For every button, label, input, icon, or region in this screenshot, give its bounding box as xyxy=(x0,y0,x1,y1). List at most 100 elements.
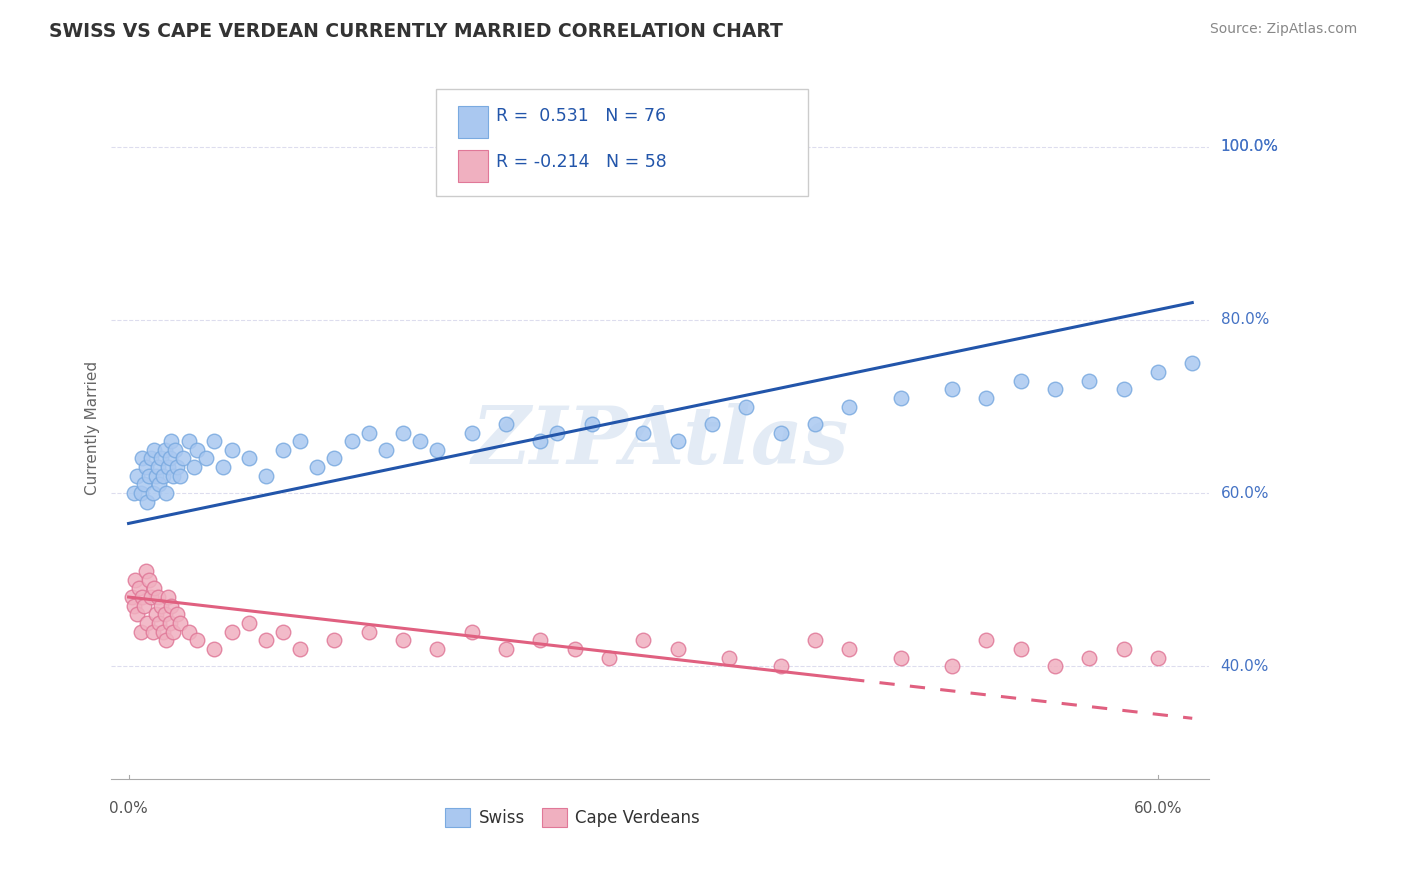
Point xyxy=(271,624,294,639)
Point xyxy=(718,650,741,665)
Point xyxy=(155,633,177,648)
Point xyxy=(633,425,655,440)
Point xyxy=(122,599,145,613)
Text: 0.0%: 0.0% xyxy=(110,800,148,815)
Point xyxy=(1319,313,1341,327)
Point xyxy=(495,642,517,657)
Point xyxy=(735,400,758,414)
Point xyxy=(1147,365,1170,379)
Point xyxy=(1112,642,1135,657)
Point xyxy=(238,615,260,630)
Point xyxy=(202,642,225,657)
Point xyxy=(769,425,792,440)
Point xyxy=(177,624,200,639)
Point xyxy=(186,633,208,648)
Point xyxy=(157,590,180,604)
Point xyxy=(152,468,174,483)
Point xyxy=(976,391,998,405)
Text: 60.0%: 60.0% xyxy=(1220,485,1270,500)
Point xyxy=(426,642,449,657)
Point xyxy=(129,624,152,639)
Point xyxy=(177,434,200,449)
Point xyxy=(323,633,346,648)
Point xyxy=(127,468,149,483)
Point xyxy=(132,599,155,613)
Point xyxy=(1078,650,1101,665)
Point xyxy=(221,624,243,639)
Point xyxy=(135,564,157,578)
Point xyxy=(146,590,169,604)
Point xyxy=(139,590,162,604)
Point xyxy=(129,486,152,500)
Point xyxy=(941,382,963,396)
Point xyxy=(127,607,149,622)
Point xyxy=(143,582,166,596)
Point xyxy=(139,451,162,466)
Point xyxy=(288,642,311,657)
Point xyxy=(135,460,157,475)
Point xyxy=(145,607,167,622)
Point xyxy=(1010,642,1032,657)
Text: 40.0%: 40.0% xyxy=(1220,659,1268,673)
Point xyxy=(153,607,176,622)
Point xyxy=(172,451,194,466)
Point xyxy=(1147,650,1170,665)
Point xyxy=(598,650,620,665)
Point xyxy=(1250,347,1272,361)
Text: R = -0.214   N = 58: R = -0.214 N = 58 xyxy=(496,153,666,171)
Point xyxy=(529,633,551,648)
Y-axis label: Currently Married: Currently Married xyxy=(86,361,100,495)
Point xyxy=(374,442,396,457)
Text: 80.0%: 80.0% xyxy=(1220,312,1268,327)
Point xyxy=(212,460,235,475)
Point xyxy=(169,468,191,483)
Point xyxy=(254,633,277,648)
Point xyxy=(143,442,166,457)
Point xyxy=(340,434,363,449)
Point xyxy=(769,659,792,673)
Point xyxy=(138,468,160,483)
Point xyxy=(666,434,689,449)
Point xyxy=(122,486,145,500)
Point xyxy=(138,573,160,587)
Point xyxy=(166,460,188,475)
Text: 60.0%: 60.0% xyxy=(1133,800,1182,815)
Point xyxy=(666,642,689,657)
Point xyxy=(581,417,603,431)
Point xyxy=(121,590,143,604)
Point xyxy=(1112,382,1135,396)
Point xyxy=(128,582,150,596)
Point xyxy=(392,633,415,648)
Point xyxy=(142,486,165,500)
Point xyxy=(1386,356,1406,370)
Text: SWISS VS CAPE VERDEAN CURRENTLY MARRIED CORRELATION CHART: SWISS VS CAPE VERDEAN CURRENTLY MARRIED … xyxy=(49,22,783,41)
Point xyxy=(150,599,173,613)
Point xyxy=(838,400,860,414)
Point xyxy=(131,590,153,604)
Point xyxy=(1353,321,1375,335)
Point xyxy=(804,417,827,431)
Point xyxy=(152,624,174,639)
Point xyxy=(495,417,517,431)
Point xyxy=(194,451,217,466)
Point xyxy=(529,434,551,449)
Point xyxy=(1284,330,1306,344)
Point xyxy=(136,495,159,509)
Text: 100.0%: 100.0% xyxy=(1220,139,1278,154)
Point xyxy=(1010,374,1032,388)
Point xyxy=(166,607,188,622)
Point xyxy=(409,434,432,449)
Point xyxy=(136,615,159,630)
Point xyxy=(323,451,346,466)
Text: Source: ZipAtlas.com: Source: ZipAtlas.com xyxy=(1209,22,1357,37)
Point xyxy=(460,624,482,639)
Point xyxy=(838,642,860,657)
Point xyxy=(1181,356,1204,370)
Point xyxy=(700,417,723,431)
Point xyxy=(148,615,170,630)
Point xyxy=(157,460,180,475)
Point xyxy=(254,468,277,483)
Point xyxy=(890,391,912,405)
Point xyxy=(162,468,184,483)
Point xyxy=(941,659,963,673)
